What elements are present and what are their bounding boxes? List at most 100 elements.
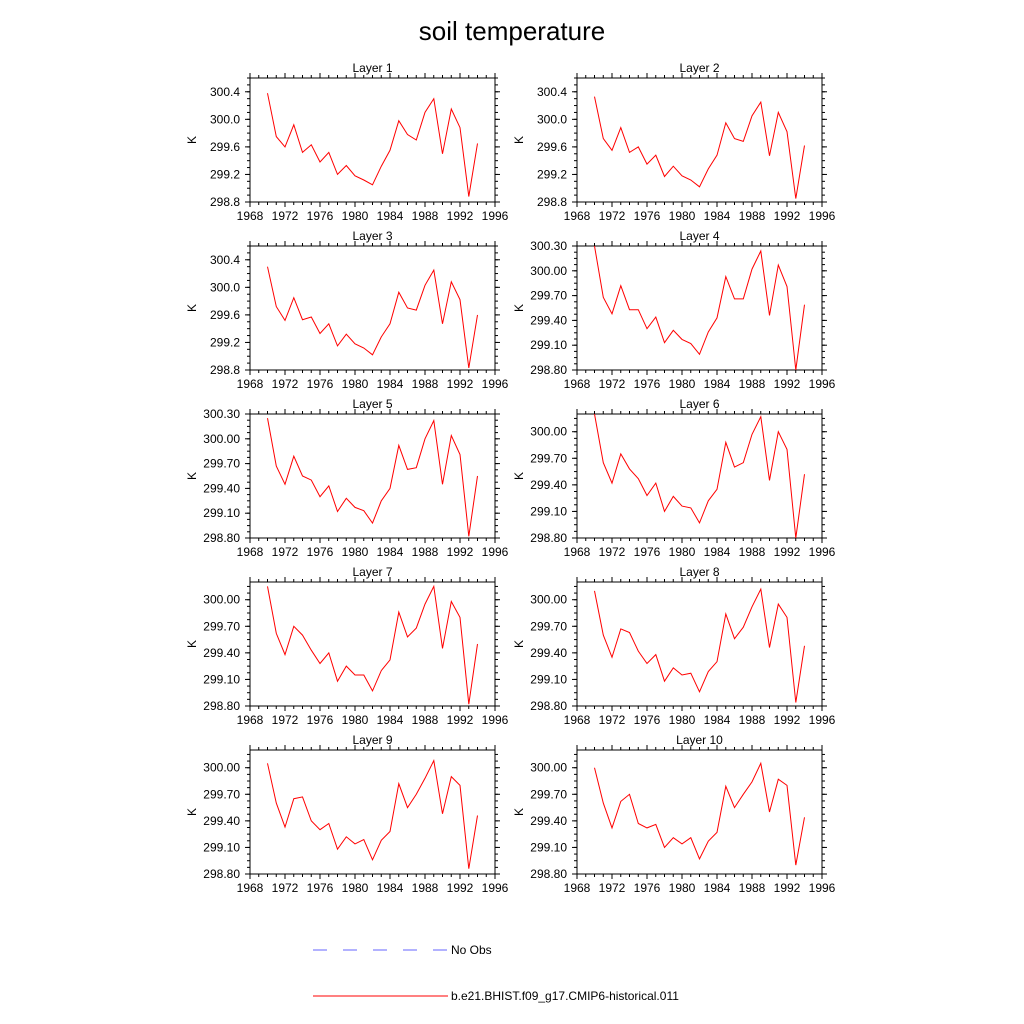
- x-tick-label: 1976: [634, 209, 661, 223]
- y-tick-label: 298.8: [210, 363, 240, 377]
- x-tick-label: 1996: [482, 209, 509, 223]
- y-tick-label: 299.40: [530, 646, 567, 660]
- plot-frame: [576, 749, 823, 875]
- y-tick-label: 298.80: [203, 867, 240, 881]
- legend-label-no-obs: No Obs: [451, 943, 492, 957]
- y-axis-label: K: [512, 304, 526, 312]
- x-tick-label: 1968: [237, 545, 264, 559]
- plot-frame: [249, 413, 496, 539]
- x-tick-label: 1972: [599, 209, 626, 223]
- y-tick-label: 300.0: [537, 112, 567, 126]
- x-tick-label: 1972: [272, 713, 299, 727]
- series-line-model: [594, 761, 805, 866]
- y-axis-label: K: [185, 808, 199, 816]
- x-tick-label: 1984: [704, 209, 731, 223]
- y-tick-label: 300.0: [210, 280, 240, 294]
- x-tick-label: 1996: [809, 881, 836, 895]
- x-tick-label: 1988: [739, 545, 766, 559]
- x-tick-label: 1972: [272, 377, 299, 391]
- series-line-model: [267, 584, 478, 705]
- y-tick-label: 300.30: [530, 239, 567, 253]
- y-tick-label: 298.8: [537, 195, 567, 209]
- x-tick-label: 1968: [564, 209, 591, 223]
- y-axis-label: K: [185, 472, 199, 480]
- x-tick-label: 1968: [237, 377, 264, 391]
- plot-frame: [249, 581, 496, 707]
- x-tick-label: 1988: [739, 881, 766, 895]
- y-tick-label: 299.70: [530, 451, 567, 465]
- x-tick-label: 1992: [447, 545, 474, 559]
- x-tick-label: 1996: [482, 713, 509, 727]
- series-line-model: [267, 418, 478, 537]
- series-line-model: [594, 587, 805, 703]
- panel-layer-2: Layer 2 K 1968 1972 1976 1980 1984 1988 1992 1996…: [512, 61, 836, 223]
- x-tick-label: 1980: [342, 209, 369, 223]
- panels: Layer 1 K 1968 1972 1976 1980 1984 1988 1992 1996…: [185, 61, 836, 895]
- x-tick-label: 1976: [307, 713, 334, 727]
- x-tick-label: 1996: [482, 545, 509, 559]
- panel-layer-4: Layer 4 K 1968 1972 1976 1980 1984 1988 1992 1996…: [512, 229, 836, 391]
- plot-frame: [249, 77, 496, 203]
- panel-layer-8: Layer 8 K 1968 1972 1976 1980 1984 1988 1992 1996…: [512, 565, 836, 727]
- panel-title: Layer 9: [352, 733, 392, 747]
- y-axis-label: K: [512, 640, 526, 648]
- x-tick-label: 1996: [809, 545, 836, 559]
- y-axis-label: K: [185, 304, 199, 312]
- y-axis-label: K: [512, 472, 526, 480]
- y-tick-label: 298.80: [203, 531, 240, 545]
- x-tick-label: 1988: [412, 377, 439, 391]
- y-tick-label: 299.70: [530, 619, 567, 633]
- y-axis-label: K: [512, 808, 526, 816]
- x-tick-label: 1988: [412, 713, 439, 727]
- y-tick-label: 300.00: [530, 761, 567, 775]
- y-tick-label: 298.80: [203, 699, 240, 713]
- x-tick-label: 1980: [669, 377, 696, 391]
- y-tick-label: 300.00: [530, 593, 567, 607]
- x-tick-label: 1992: [774, 713, 801, 727]
- x-tick-label: 1988: [739, 209, 766, 223]
- y-tick-label: 299.40: [530, 313, 567, 327]
- panel-title: Layer 5: [352, 397, 392, 411]
- y-tick-label: 300.00: [203, 432, 240, 446]
- y-tick-label: 299.70: [530, 289, 567, 303]
- plot-frame: [249, 245, 496, 371]
- y-tick-label: 300.00: [530, 264, 567, 278]
- y-axis-label: K: [185, 640, 199, 648]
- panel-layer-10: Layer 10 K 1968 1972 1976 1980 1984 1988 1992 199…: [512, 733, 836, 895]
- x-tick-label: 1976: [307, 881, 334, 895]
- panel-title: Layer 8: [679, 565, 719, 579]
- x-tick-label: 1992: [774, 545, 801, 559]
- plot-frame: [576, 581, 823, 707]
- x-tick-label: 1988: [739, 713, 766, 727]
- x-tick-label: 1996: [482, 377, 509, 391]
- x-tick-label: 1996: [809, 209, 836, 223]
- y-tick-label: 299.6: [210, 140, 240, 154]
- y-tick-label: 300.00: [530, 425, 567, 439]
- series-line-model: [267, 266, 478, 368]
- y-tick-label: 298.80: [530, 867, 567, 881]
- x-tick-label: 1992: [447, 209, 474, 223]
- x-tick-label: 1988: [739, 377, 766, 391]
- x-tick-label: 1968: [237, 881, 264, 895]
- y-tick-label: 299.40: [203, 481, 240, 495]
- x-tick-label: 1996: [482, 881, 509, 895]
- y-tick-label: 299.10: [203, 506, 240, 520]
- y-tick-label: 298.80: [530, 699, 567, 713]
- x-tick-label: 1980: [669, 209, 696, 223]
- x-tick-label: 1984: [377, 209, 404, 223]
- panel-layer-3: Layer 3 K 1968 1972 1976 1980 1984 1988 1992 1996…: [185, 229, 509, 391]
- x-tick-label: 1980: [342, 713, 369, 727]
- x-tick-label: 1992: [447, 881, 474, 895]
- series-line-model: [594, 96, 805, 199]
- y-tick-label: 298.8: [210, 195, 240, 209]
- panel-title: Layer 10: [676, 733, 723, 747]
- x-tick-label: 1972: [599, 545, 626, 559]
- y-axis-label: K: [185, 136, 199, 144]
- y-tick-label: 300.30: [203, 407, 240, 421]
- y-tick-label: 299.10: [530, 338, 567, 352]
- x-tick-label: 1972: [599, 713, 626, 727]
- x-tick-label: 1972: [272, 881, 299, 895]
- legend: No Obs b.e21.BHIST.f09_g17.CMIP6-histori…: [313, 943, 679, 1003]
- y-tick-label: 299.40: [203, 814, 240, 828]
- x-tick-label: 1968: [564, 545, 591, 559]
